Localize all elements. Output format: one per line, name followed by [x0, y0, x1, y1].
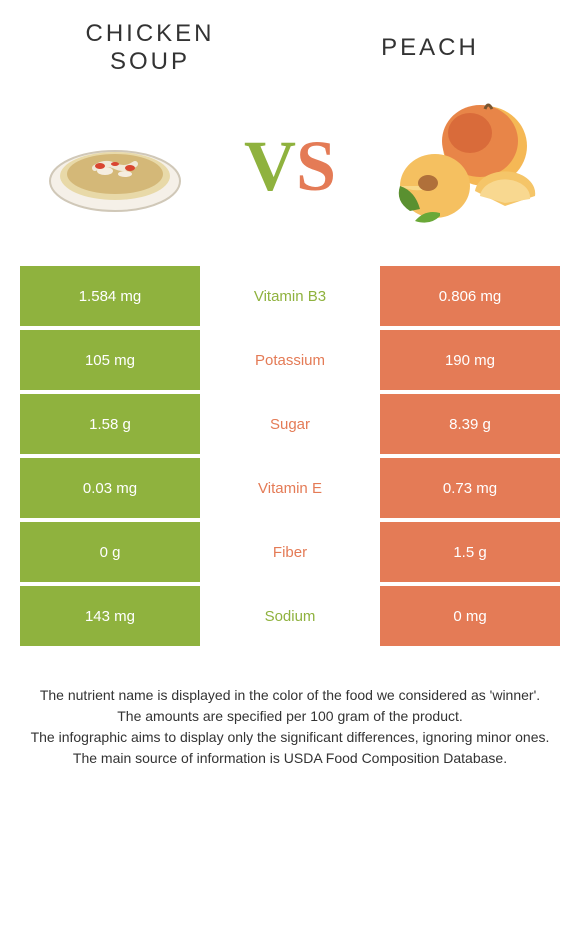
cell-nutrient-name: Fiber [200, 522, 380, 582]
cell-right-value: 0 mg [380, 586, 560, 646]
vs-label: VS [244, 125, 336, 208]
footer-notes: The nutrient name is displayed in the co… [0, 650, 580, 789]
food-title-left: CHICKEN SOUP [50, 20, 250, 76]
cell-left-value: 0.03 mg [20, 458, 200, 518]
cell-right-value: 1.5 g [380, 522, 560, 582]
cell-nutrient-name: Sugar [200, 394, 380, 454]
food-title-left-line1: CHICKEN [50, 20, 250, 48]
cell-right-value: 8.39 g [380, 394, 560, 454]
cell-right-value: 0.806 mg [380, 266, 560, 326]
nutrient-table: 1.584 mgVitamin B30.806 mg105 mgPotassiu… [0, 266, 580, 646]
table-row: 0.03 mgVitamin E0.73 mg [20, 458, 560, 518]
food-title-left-line2: SOUP [50, 48, 250, 76]
cell-left-value: 0 g [20, 522, 200, 582]
cell-nutrient-name: Vitamin E [200, 458, 380, 518]
images-row: VS [0, 86, 580, 266]
footer-line1: The nutrient name is displayed in the co… [20, 685, 560, 706]
table-row: 1.58 gSugar8.39 g [20, 394, 560, 454]
table-row: 143 mgSodium0 mg [20, 586, 560, 646]
cell-nutrient-name: Potassium [200, 330, 380, 390]
cell-left-value: 1.58 g [20, 394, 200, 454]
cell-right-value: 190 mg [380, 330, 560, 390]
cell-nutrient-name: Sodium [200, 586, 380, 646]
food-image-left [30, 96, 200, 236]
vs-v: V [244, 126, 296, 206]
cell-left-value: 1.584 mg [20, 266, 200, 326]
cell-left-value: 105 mg [20, 330, 200, 390]
food-image-right [380, 96, 550, 236]
table-row: 105 mgPotassium190 mg [20, 330, 560, 390]
vs-s: S [296, 126, 336, 206]
footer-line2: The amounts are specified per 100 gram o… [20, 706, 560, 727]
table-row: 1.584 mgVitamin B30.806 mg [20, 266, 560, 326]
table-row: 0 gFiber1.5 g [20, 522, 560, 582]
food-title-right: PEACH [330, 20, 530, 76]
cell-right-value: 0.73 mg [380, 458, 560, 518]
cell-nutrient-name: Vitamin B3 [200, 266, 380, 326]
header: CHICKEN SOUP PEACH [0, 0, 580, 86]
cell-left-value: 143 mg [20, 586, 200, 646]
footer-line3: The infographic aims to display only the… [20, 727, 560, 748]
footer-line4: The main source of information is USDA F… [20, 748, 560, 769]
